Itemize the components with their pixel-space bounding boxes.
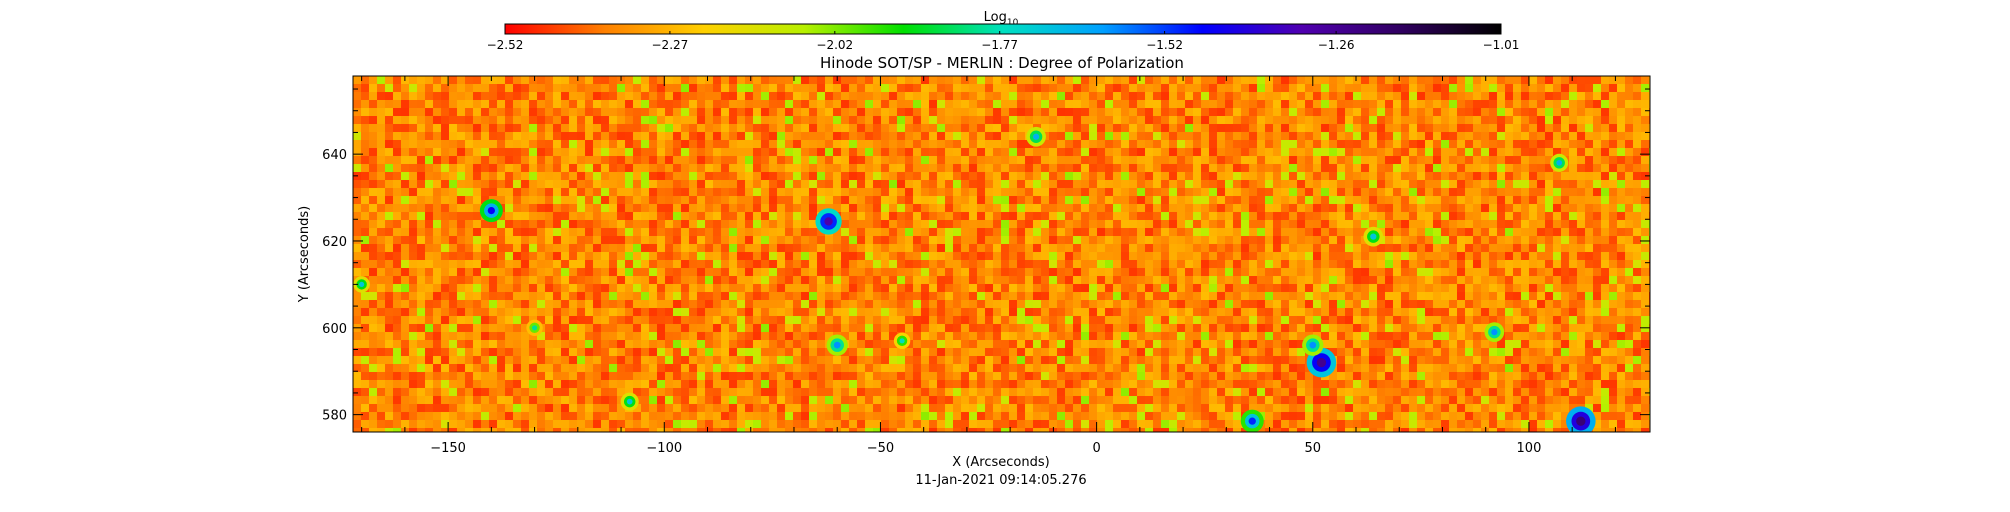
colorbar-tick-label: −1.26	[1318, 38, 1355, 52]
feature-core	[487, 206, 495, 215]
chart-title: Hinode SOT/SP - MERLIN : Degree of Polar…	[820, 54, 1184, 72]
x-tick-label: −150	[430, 441, 466, 456]
y-tick-label: 600	[322, 322, 347, 337]
feature-core	[1370, 233, 1377, 240]
colorbar-tick-label: −1.52	[1146, 38, 1183, 52]
feature-core	[1248, 417, 1256, 425]
feature-core	[824, 217, 833, 226]
feature-core	[626, 398, 633, 405]
feature-core	[1491, 329, 1498, 336]
colorbar-label: Log10	[984, 10, 1019, 28]
colorbar-tick-label: −2.27	[652, 38, 689, 52]
y-tick-label: 620	[322, 235, 347, 250]
plot-frame	[352, 75, 1651, 433]
y-tick-label: 580	[322, 409, 347, 424]
heatmap-image	[353, 76, 1650, 432]
feature-core	[1032, 133, 1040, 140]
x-axis-label: X (Arcseconds)	[952, 455, 1049, 470]
feature-core	[833, 341, 841, 349]
feature-core	[531, 325, 538, 331]
y-tick-label: 640	[322, 148, 347, 163]
y-axis-label: Y (Arcseconds)	[297, 206, 312, 303]
feature-core	[1309, 341, 1317, 349]
feature-core	[359, 281, 365, 287]
timestamp: 11-Jan-2021 09:14:05.276	[915, 473, 1086, 488]
strong-polarization-features	[353, 126, 1596, 432]
colorbar-frame	[504, 23, 1502, 35]
colorbar-tick-label: −1.77	[981, 38, 1018, 52]
x-tick-label: −50	[867, 441, 894, 456]
colorbar-tick-label: −2.02	[816, 38, 853, 52]
colorbar-ticks: −2.52 −2.27 −2.02 −1.77 −1.52 −1.26 −1.01	[487, 31, 1520, 52]
colorbar-tick-label: −1.01	[1483, 38, 1520, 52]
x-tick-label: 50	[1305, 441, 1322, 456]
feature-core	[1576, 416, 1586, 426]
feature-core	[1556, 159, 1563, 166]
x-tick-label: 0	[1092, 441, 1100, 456]
colorbar-tick-label: −2.52	[487, 38, 524, 52]
x-tick-label: 100	[1517, 441, 1542, 456]
feature-core	[1316, 357, 1327, 368]
x-tick-label: −100	[646, 441, 682, 456]
colorbar	[505, 24, 1501, 34]
axis-ticks: −150 −100 −50 0 50 100 580 600 620 640	[322, 76, 1650, 456]
feature-core	[899, 338, 905, 344]
